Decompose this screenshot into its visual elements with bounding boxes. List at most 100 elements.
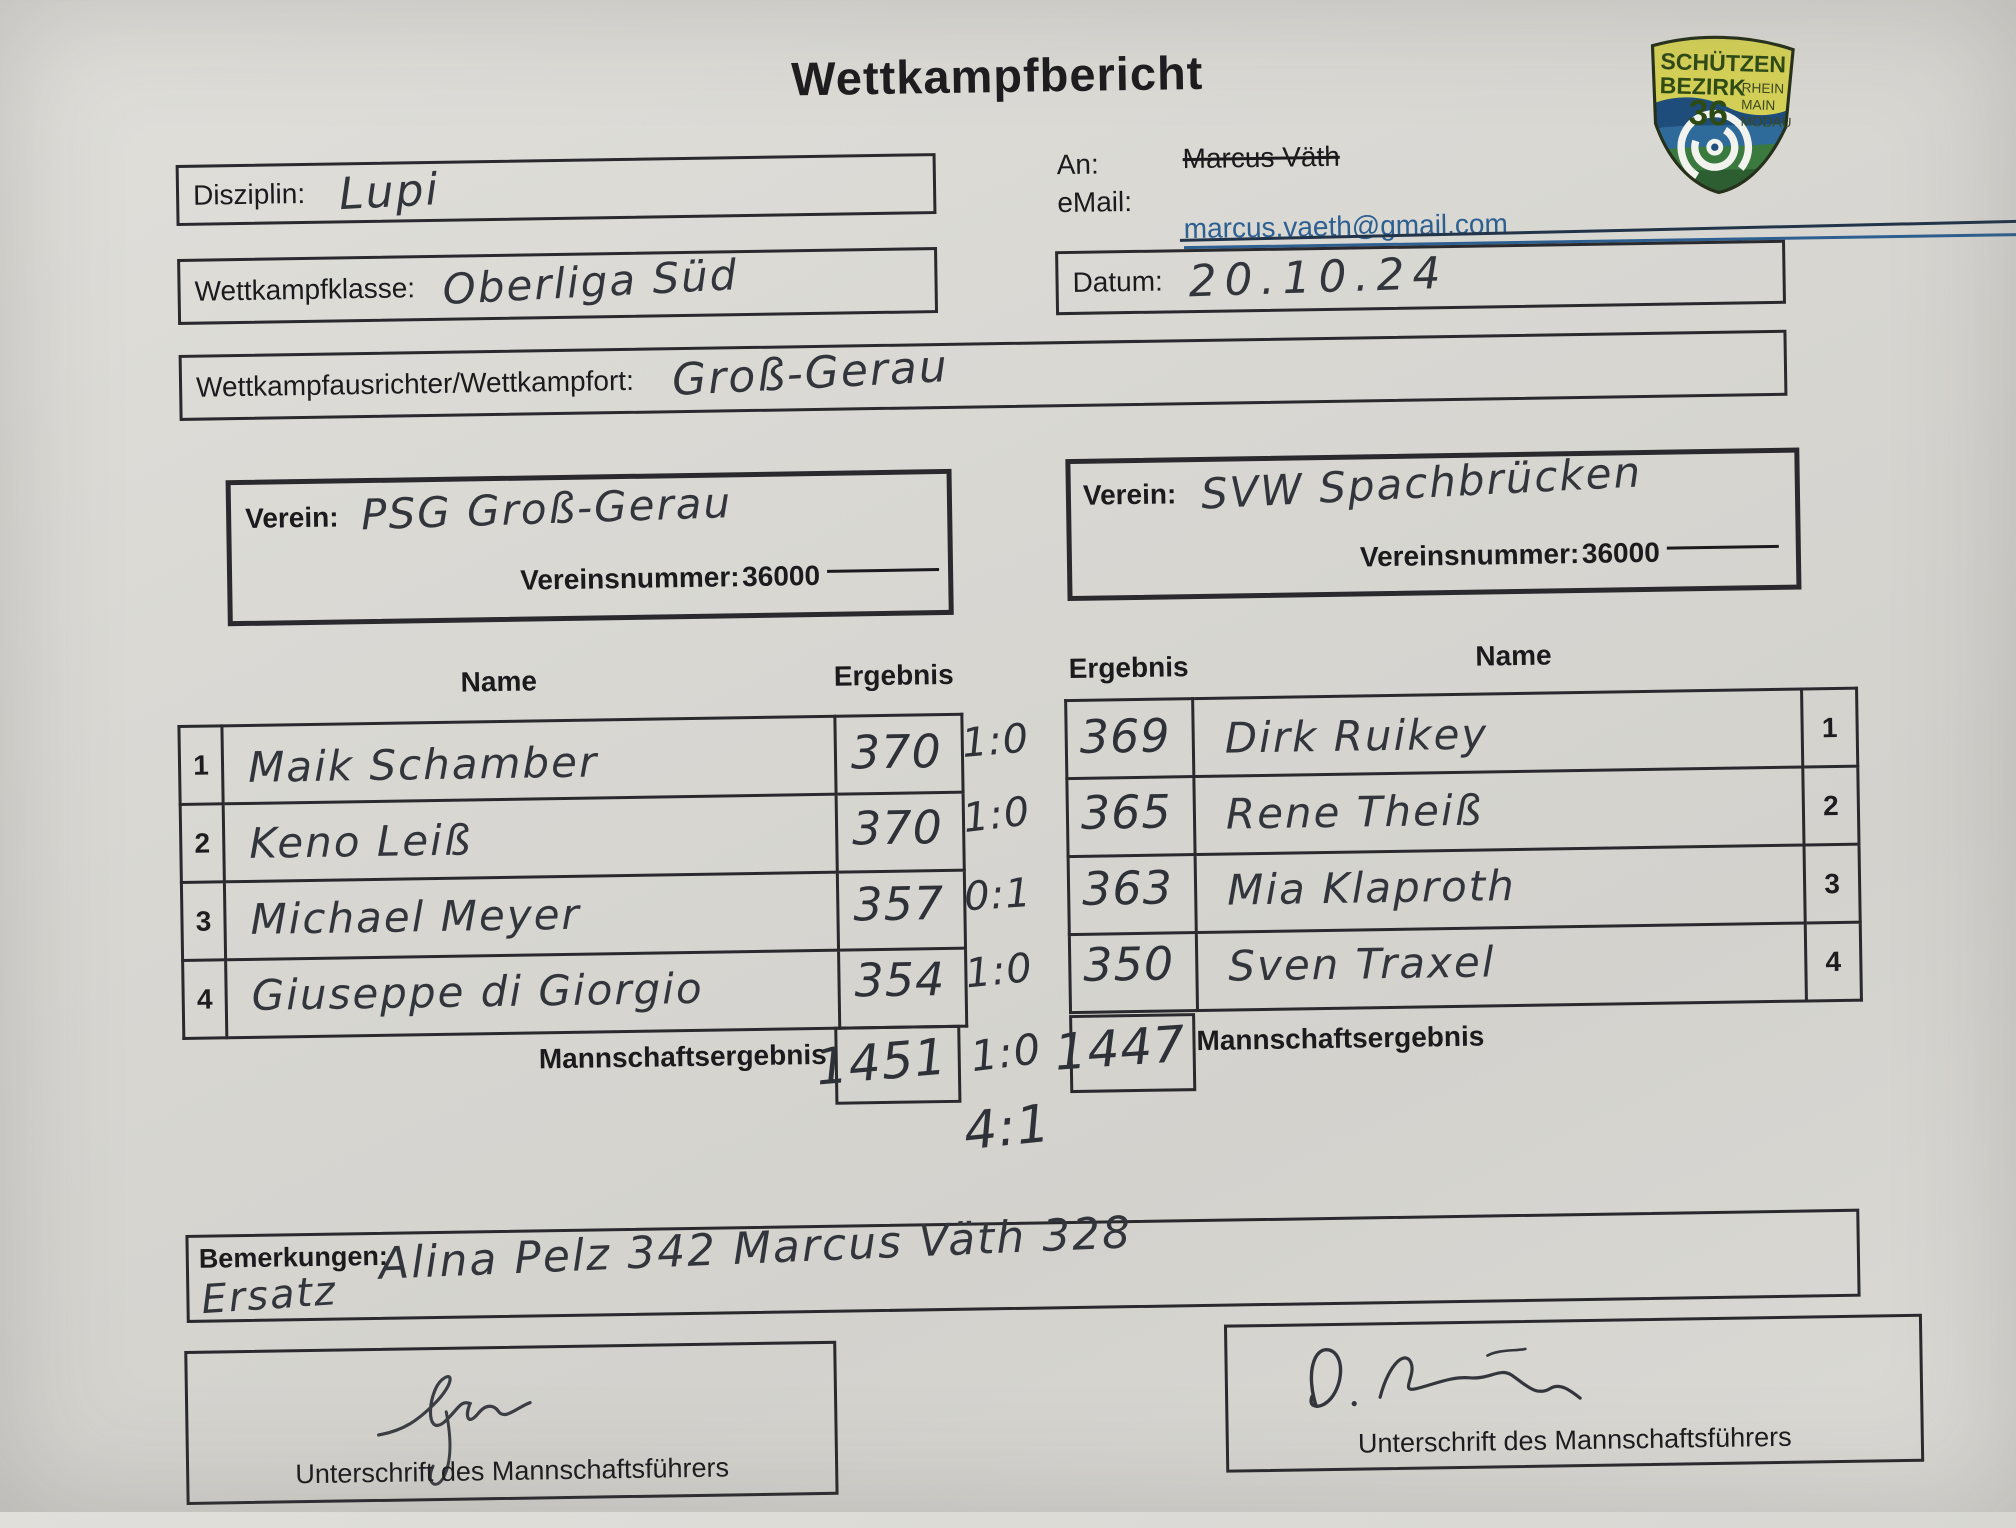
home-name-4-handwriting: Giuseppe di Giorgio xyxy=(251,963,704,1020)
home-name-3-handwriting: Michael Meyer xyxy=(250,889,582,944)
away-pos-4: 4 xyxy=(1805,922,1862,1001)
shield-logo-icon: SCHÜTZEN BEZIRK 36 RHEIN MAIN MODAU xyxy=(1648,35,1795,195)
table-row: 369 Dirk Ruikey 1 xyxy=(1065,688,1858,779)
table-row: 4 Giuseppe di Giorgio 354 xyxy=(182,948,967,1039)
an-value: Marcus Väth xyxy=(1182,140,1341,175)
disziplin-value-handwriting: Lupi xyxy=(337,164,441,221)
point-row-2-handwriting: 1:0 xyxy=(960,788,1033,843)
home-name-cell-3: Michael Meyer xyxy=(224,872,839,960)
away-name-cell-4: Sven Traxel xyxy=(1196,922,1807,1011)
away-score-cell-3: 363 xyxy=(1068,854,1197,935)
verein-home-box: Verein: PSG Groß-Gerau Vereinsnummer: 36… xyxy=(225,468,954,627)
an-label: An: xyxy=(1056,148,1099,181)
table-row: 363 Mia Klaproth 3 xyxy=(1068,844,1861,935)
away-team-total-box: 1447 xyxy=(1053,1013,1197,1094)
verein-away-label: Verein: xyxy=(1082,478,1177,511)
away-score-4-handwriting: 350 xyxy=(1082,936,1175,992)
away-results-table: 369 Dirk Ruikey 1 365 Rene Theiß 2 363 M… xyxy=(1064,687,1863,1014)
vereinsnummer-home-label: Vereinsnummer: xyxy=(519,561,740,596)
ersatz-handwriting: Ersatz xyxy=(199,1268,339,1324)
bemerkungen-note-handwriting: Alina Pelz 342 Marcus Väth 328 xyxy=(377,1207,1134,1290)
away-score-1-handwriting: 369 xyxy=(1079,708,1171,764)
total-point-handwriting: 1:0 xyxy=(967,1024,1044,1082)
vereinsnummer-away-label: Vereinsnummer: xyxy=(1359,538,1580,573)
email-value: marcus.vaeth@gmail.com xyxy=(1183,181,2016,250)
datum-label: Datum: xyxy=(1072,265,1164,298)
disziplin-box: Disziplin: Lupi xyxy=(175,153,937,226)
verein-away-box: Verein: SVW Spachbrücken Vereinsnummer: … xyxy=(1065,447,1802,602)
away-score-2-handwriting: 365 xyxy=(1080,784,1173,840)
bemerkungen-label: Bemerkungen: xyxy=(198,1240,389,1274)
home-name-2-handwriting: Keno Leiß xyxy=(248,815,473,868)
ausrichter-value-handwriting: Groß-Gerau xyxy=(670,341,950,407)
signature-home-box: Unterschrift des Mannschaftsführers xyxy=(184,1340,839,1505)
verein-away-value-handwriting: SVW Spachbrücken xyxy=(1199,447,1644,519)
home-score-1-handwriting: 370 xyxy=(850,724,943,780)
wettkampfklasse-label: Wettkampfklasse: xyxy=(194,272,416,307)
schuetzenbezirk-logo: SCHÜTZEN BEZIRK 36 RHEIN MAIN MODAU xyxy=(1640,27,1803,199)
away-name-cell-2: Rene Theiß xyxy=(1193,767,1804,855)
away-score-cell-1: 369 xyxy=(1065,698,1194,779)
home-pos-4: 4 xyxy=(182,959,227,1039)
home-team-total-box: 1451 xyxy=(814,1024,962,1105)
table-row: 1 Maik Schamber 370 xyxy=(178,714,964,805)
away-team-total-label: Mannschaftsergebnis xyxy=(1196,1020,1485,1057)
table-row: 3 Michael Meyer 357 xyxy=(181,870,966,961)
ausrichter-box: Wettkampfausrichter/Wettkampfort: Groß-G… xyxy=(178,329,1788,421)
away-name-cell-3: Mia Klaproth xyxy=(1195,845,1806,933)
vereinsnummer-home-line xyxy=(826,544,940,573)
datum-box: Datum: 20.10.24 xyxy=(1055,239,1786,316)
away-pos-2: 2 xyxy=(1802,766,1859,846)
away-name-4-handwriting: Sven Traxel xyxy=(1227,937,1496,991)
signature-home-label: Unterschrift des Mannschaftsführers xyxy=(295,1452,730,1490)
disziplin-label: Disziplin: xyxy=(192,177,306,211)
home-name-1-handwriting: Maik Schamber xyxy=(247,737,599,792)
point-row-1-handwriting: 1:0 xyxy=(959,715,1031,767)
logo-text-bezirk: BEZIRK xyxy=(1659,72,1746,100)
logo-text-main: MAIN xyxy=(1741,97,1776,113)
final-score-handwriting: 4:1 xyxy=(960,1093,1054,1163)
ausrichter-label: Wettkampfausrichter/Wettkampfort: xyxy=(195,364,635,403)
home-ergebnis-header: Ergebnis xyxy=(833,658,954,692)
away-pos-1: 1 xyxy=(1801,688,1858,768)
signature-away-box: Unterschrift des Mannschaftsführers xyxy=(1223,1313,1925,1473)
away-name-3-handwriting: Mia Klaproth xyxy=(1226,861,1517,915)
home-score-4-handwriting: 354 xyxy=(854,952,946,1008)
point-row-3-handwriting: 0:1 xyxy=(962,869,1034,921)
home-score-3-handwriting: 357 xyxy=(852,876,945,932)
away-name-cell-1: Dirk Ruikey xyxy=(1192,689,1803,777)
home-pos-3: 3 xyxy=(181,881,226,961)
home-pos-1: 1 xyxy=(178,725,224,805)
logo-text-rhein: RHEIN xyxy=(1741,80,1784,96)
wettkampfklasse-box: Wettkampfklasse: Oberliga Süd xyxy=(177,247,939,325)
verein-home-value-handwriting: PSG Groß-Gerau xyxy=(360,478,733,540)
away-team-total-handwriting: 1447 xyxy=(1052,1014,1188,1082)
home-score-cell-1: 370 xyxy=(834,714,964,795)
home-team-total-label: Mannschaftsergebnis xyxy=(538,1038,827,1075)
logo-text-36: 36 xyxy=(1688,92,1729,133)
away-name-header: Name xyxy=(1475,639,1552,672)
away-score-3-handwriting: 363 xyxy=(1081,860,1174,916)
home-name-cell-4: Giuseppe di Giorgio xyxy=(225,950,840,1038)
datum-value-handwriting: 20.10.24 xyxy=(1187,247,1450,308)
home-results-table: 1 Maik Schamber 370 2 Keno Leiß 370 3 Mi… xyxy=(177,713,968,1040)
away-pos-3: 3 xyxy=(1803,844,1861,923)
signature-away-icon xyxy=(1309,1347,1582,1408)
home-name-cell-1: Maik Schamber xyxy=(221,716,837,804)
email-label: eMail: xyxy=(1057,185,1133,219)
home-score-2-handwriting: 370 xyxy=(851,800,944,856)
home-name-header: Name xyxy=(460,665,538,698)
home-team-total-handwriting: 1451 xyxy=(813,1027,950,1097)
verein-home-label: Verein: xyxy=(244,501,339,534)
home-score-cell-2: 370 xyxy=(836,792,965,873)
table-row: 2 Keno Leiß 370 xyxy=(180,792,965,883)
bemerkungen-box: Bemerkungen: Ersatz Alina Pelz 342 Marcu… xyxy=(185,1207,1861,1324)
table-row: 350 Sven Traxel 4 xyxy=(1069,922,1862,1013)
home-score-cell-4: 354 xyxy=(838,948,967,1029)
vereinsnummer-away-line xyxy=(1666,520,1779,550)
signature-home-icon xyxy=(376,1374,532,1486)
wettkampfklasse-value-handwriting: Oberliga Süd xyxy=(441,250,740,314)
home-score-cell-3: 357 xyxy=(837,870,966,951)
logo-text-modau: MODAU xyxy=(1740,114,1791,130)
